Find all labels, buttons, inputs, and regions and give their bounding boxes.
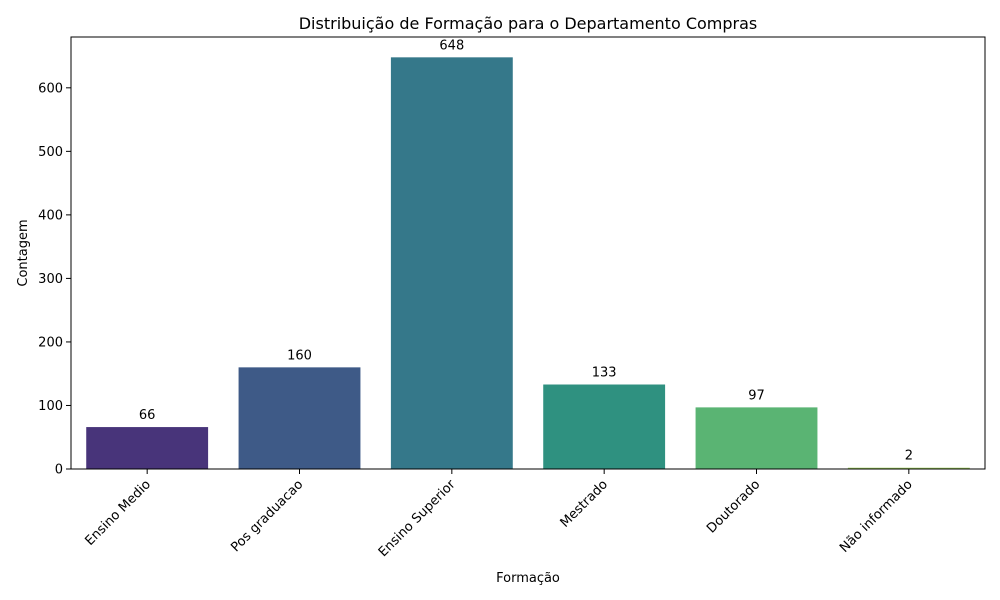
x-axis-label: Formação bbox=[496, 571, 560, 586]
chart-title: Distribuição de Formação para o Departam… bbox=[299, 14, 758, 33]
y-axis-label: Contagem bbox=[16, 219, 31, 286]
bar-1 bbox=[238, 367, 361, 469]
bar-3 bbox=[543, 384, 666, 469]
bar-0 bbox=[86, 427, 209, 469]
data-label-0: 66 bbox=[139, 408, 156, 423]
y-tick-label-3: 300 bbox=[38, 272, 63, 287]
bar-4 bbox=[695, 407, 818, 469]
x-tick-label-1: Pos graduacao bbox=[228, 477, 306, 555]
y-tick-label-1: 100 bbox=[38, 399, 63, 414]
x-tick-label-5: Não informado bbox=[837, 477, 916, 556]
data-label-1: 160 bbox=[287, 348, 312, 363]
y-tick-label-2: 200 bbox=[38, 335, 63, 350]
x-tick-label-4: Doutorado bbox=[704, 477, 763, 536]
x-tick-label-3: Mestrado bbox=[558, 477, 611, 530]
x-tick-label-0: Ensino Medio bbox=[82, 477, 154, 549]
data-label-4: 97 bbox=[748, 388, 765, 403]
data-label-5: 2 bbox=[905, 449, 913, 464]
bar-2 bbox=[390, 57, 513, 469]
data-label-3: 133 bbox=[592, 366, 617, 381]
data-label-2: 648 bbox=[439, 38, 464, 53]
y-tick-label-4: 400 bbox=[38, 208, 63, 223]
plot-frame bbox=[70, 36, 986, 470]
y-tick-label-5: 500 bbox=[38, 145, 63, 160]
y-tick-label-0: 0 bbox=[55, 463, 63, 478]
plot-area: 66 160 648 133 97 2 0 100 200 300 400 500 600 Ensino … bbox=[38, 36, 986, 560]
bar-5 bbox=[847, 467, 970, 469]
x-tick-label-2: Ensino Superior bbox=[376, 477, 459, 560]
y-tick-label-6: 600 bbox=[38, 81, 63, 96]
